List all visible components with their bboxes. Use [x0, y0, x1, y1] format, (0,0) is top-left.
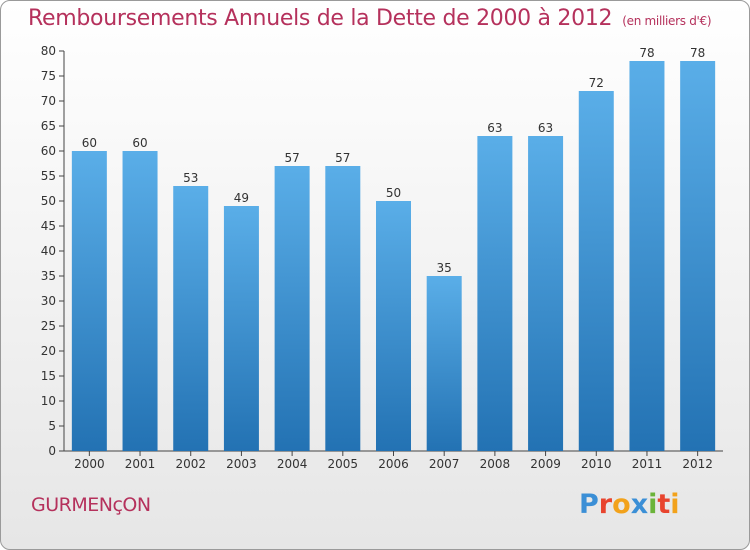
x-tick-label-2000: 2000	[74, 457, 105, 471]
y-tick-label: 40	[41, 244, 56, 258]
y-tick-label: 70	[41, 94, 56, 108]
y-tick-label: 20	[41, 344, 56, 358]
bar-2012	[680, 61, 716, 451]
x-tick-label-2005: 2005	[328, 457, 359, 471]
x-tick-label-2004: 2004	[277, 457, 308, 471]
y-tick-label: 80	[41, 44, 56, 58]
commune-name: GURMENçON	[31, 494, 151, 516]
y-tick-label: 60	[41, 144, 56, 158]
bar-2007	[426, 276, 462, 451]
bar-2006	[376, 201, 411, 451]
x-tick-label-2007: 2007	[429, 457, 460, 471]
data-label-2004: 57	[284, 151, 299, 165]
bar-2008	[477, 136, 513, 451]
y-tick-label: 25	[41, 319, 56, 333]
y-tick-label: 5	[48, 419, 56, 433]
bar-2002	[173, 186, 209, 451]
bar-2001	[122, 151, 158, 451]
data-label-2010: 72	[589, 76, 604, 90]
x-tick-label-2006: 2006	[378, 457, 409, 471]
data-label-2000: 60	[82, 136, 97, 150]
unit-label: (en milliers d'€)	[622, 14, 712, 28]
y-tick-label: 15	[41, 369, 56, 383]
y-tick-label: 65	[41, 119, 56, 133]
bar-2009	[528, 136, 564, 451]
x-tick-label-2012: 2012	[682, 457, 713, 471]
y-tick-label: 55	[41, 169, 56, 183]
bar-2003	[223, 206, 259, 451]
data-label-2008: 63	[487, 121, 502, 135]
y-tick-label: 10	[41, 394, 56, 408]
data-label-2005: 57	[335, 151, 350, 165]
bar-2004	[274, 166, 310, 451]
x-tick-label-2001: 2001	[125, 457, 156, 471]
x-tick-label-2002: 2002	[175, 457, 206, 471]
y-tick-label: 45	[41, 219, 56, 233]
data-label-2006: 50	[386, 186, 401, 200]
bar-2000	[71, 151, 107, 451]
x-tick-label-2008: 2008	[480, 457, 511, 471]
bar-2010	[578, 91, 614, 451]
bar-2011	[629, 61, 665, 451]
data-label-2007: 35	[437, 261, 452, 275]
x-tick-label-2003: 2003	[226, 457, 257, 471]
data-label-2011: 78	[639, 46, 654, 60]
data-label-2002: 53	[183, 171, 198, 185]
data-label-2001: 60	[132, 136, 147, 150]
data-label-2003: 49	[234, 191, 249, 205]
chart-title: Remboursements Annuels de la Dette de 20…	[28, 6, 712, 31]
y-tick-label: 50	[41, 194, 56, 208]
data-label-2009: 63	[538, 121, 553, 135]
y-tick-label: 35	[41, 269, 56, 283]
y-tick-label: 30	[41, 294, 56, 308]
y-tick-label: 0	[48, 444, 56, 458]
y-tick-label: 75	[41, 69, 56, 83]
x-tick-label-2009: 2009	[530, 457, 561, 471]
data-label-2012: 78	[690, 46, 705, 60]
x-tick-label-2011: 2011	[632, 457, 663, 471]
proxiti-logo: Proxiti	[579, 489, 680, 520]
bar-2005	[325, 166, 361, 451]
x-tick-label-2010: 2010	[581, 457, 612, 471]
